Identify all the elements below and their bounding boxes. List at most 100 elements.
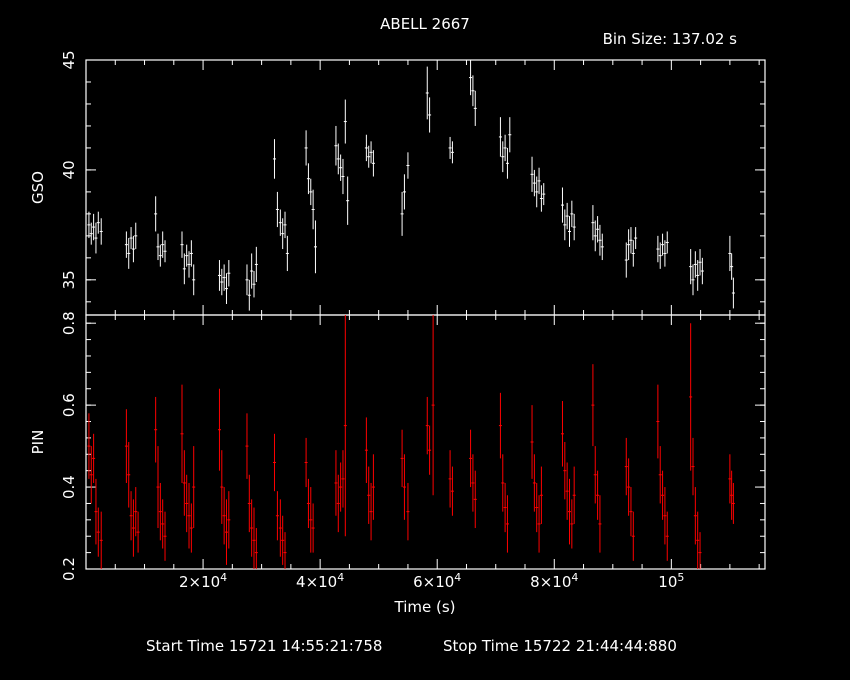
data-point [247,474,251,533]
data-point [343,315,347,537]
data-point [505,147,509,179]
data-point [281,515,285,565]
y-tick-label: 0.2 [60,557,78,581]
data-point [245,413,249,479]
data-point [185,244,189,267]
data-point [180,231,184,258]
data-point [94,222,98,254]
data-point [99,218,103,245]
data-point [224,273,228,305]
data-point [367,145,371,168]
data-point [539,185,543,212]
data-point [730,470,734,520]
plot-frame [85,314,766,570]
data-point [281,218,285,250]
data-point [278,499,282,557]
data-point [156,233,160,261]
data-point [563,442,567,500]
data-point [346,176,350,225]
data-point [696,511,700,569]
data-point [369,482,373,541]
data-point [503,134,507,162]
data-point [691,264,695,296]
data-point [627,458,631,516]
x-tick-label: 105 [658,571,684,591]
data-point [371,150,375,177]
data-point [658,242,662,269]
data-point [501,141,505,173]
data-point [127,442,131,508]
data-point [364,134,368,162]
data-point [473,470,477,529]
data-point [508,117,512,153]
data-point [471,454,475,512]
y-axis-label: PIN [29,430,47,455]
data-point [371,454,375,520]
data-point [698,249,702,276]
data-point [537,167,541,195]
data-point [158,244,162,267]
data-point [247,279,251,311]
data-point [591,364,595,447]
data-point [505,495,509,553]
data-point [535,176,539,208]
data-point [661,233,665,256]
data-point [222,487,226,545]
data-point [448,450,452,508]
data-point [124,231,128,258]
data-point [730,253,734,280]
data-point [530,405,534,479]
data-point [450,466,454,516]
data-point [96,211,100,234]
data-point [185,474,189,533]
data-point [304,437,308,488]
data-point [696,260,700,291]
y-tick-label: 40 [60,160,78,179]
data-point [182,450,186,516]
data-point [283,532,287,569]
data-point [627,229,631,261]
data-point [656,384,660,459]
data-point [530,156,534,192]
data-point [542,183,546,206]
data-point [154,196,158,232]
y-tick-label: 45 [60,50,78,69]
data-point [224,499,228,565]
data-point [656,235,660,263]
data-point [189,240,193,267]
data-point [596,216,600,243]
data-point [222,264,226,291]
data-point [565,462,569,520]
x-tick-label: 8×104 [530,571,578,591]
data-point [532,454,536,512]
data-point [631,240,635,267]
data-point [563,209,567,241]
data-point [311,503,315,553]
data-point [339,462,343,512]
data-point [428,97,432,133]
data-point [406,482,410,541]
data-point [400,429,404,488]
x-tick-label: 4×104 [296,571,344,591]
data-point [567,478,571,545]
data-point [539,466,543,524]
data-point [254,246,258,283]
gso-panel: 35 40 45 GSO [29,50,766,316]
data-point [428,425,432,475]
data-point [631,511,635,561]
data-point [156,446,160,529]
data-point [154,396,158,463]
data-point [689,323,693,471]
data-point [283,211,287,239]
data-point [402,454,406,520]
data-point [598,224,602,256]
data-point [92,213,96,241]
data-point [187,251,191,278]
data-point [698,532,702,569]
data-point [182,253,186,285]
data-point [134,222,138,250]
data-point [275,191,279,228]
data-point [252,507,256,569]
data-point [600,233,604,261]
data-point [341,158,345,195]
